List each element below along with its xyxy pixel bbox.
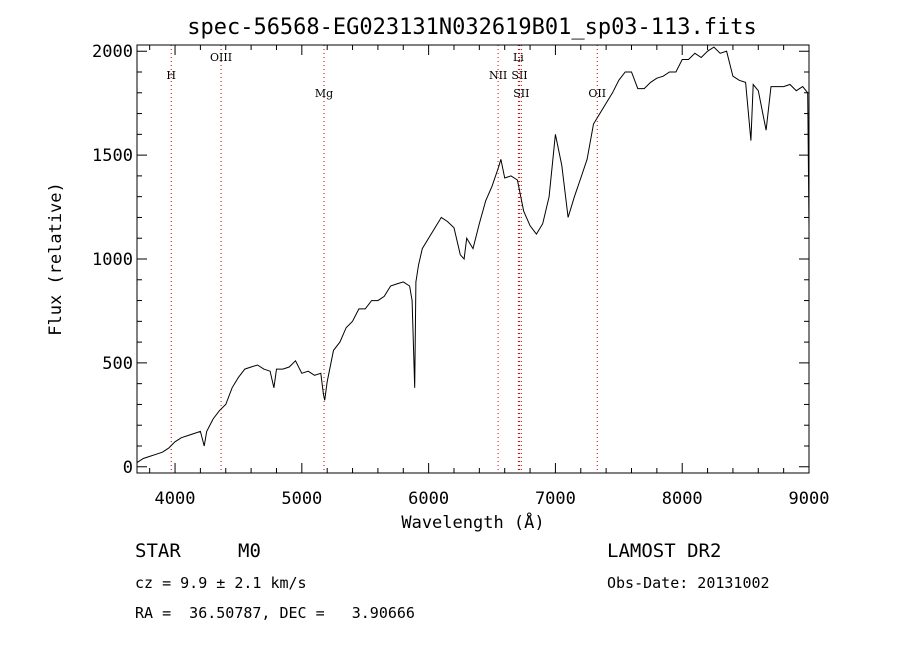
object-class: STAR	[135, 540, 181, 562]
x-axis-ticks: 4000 5000 6000 7000 8000 9000	[149, 45, 830, 509]
y-tick-label: 0	[123, 458, 133, 478]
line-marker-label: OIII	[210, 51, 232, 64]
obs-date-label: Obs-Date: 20131002	[607, 574, 770, 592]
x-tick-label: 9000	[789, 489, 830, 509]
x-tick-label: 7000	[535, 489, 576, 509]
line-marker-label: H	[166, 69, 176, 82]
line-marker-label: Mg	[315, 87, 333, 100]
y-tick-label: 1500	[92, 146, 133, 166]
survey-label: LAMOST DR2	[607, 540, 722, 562]
x-tick-label: 5000	[281, 489, 322, 509]
redshift-label: cz = 9.9 ± 2.1 km/s	[135, 574, 307, 592]
object-subclass: M0	[238, 540, 261, 562]
y-axis-ticks: 0 500 1000 1500 2000	[92, 42, 809, 478]
y-tick-label: 1000	[92, 250, 133, 270]
x-tick-label: 6000	[408, 489, 449, 509]
x-tick-label: 4000	[155, 489, 196, 509]
line-marker-label: Li	[513, 51, 524, 64]
spectrum-line	[136, 46, 810, 464]
y-axis-label: Flux (relative)	[46, 182, 66, 336]
x-axis-label: Wavelength (Å)	[401, 511, 544, 533]
y-tick-label: 2000	[92, 42, 133, 62]
plot-frame	[136, 44, 810, 474]
y-tick-label: 500	[102, 354, 133, 374]
line-marker-label: OII	[588, 87, 606, 100]
line-marker-label: SII	[511, 69, 527, 82]
x-tick-label: 8000	[662, 489, 703, 509]
line-marker-label: SII	[513, 87, 529, 100]
emission-line-markers: H OIII Mg NII Li SII SII OII	[166, 45, 606, 473]
coordinates-label: RA = 36.50787, DEC = 3.90666	[135, 604, 415, 622]
chart-title: spec-56568-EG023131N032619B01_sp03-113.f…	[187, 15, 757, 40]
line-marker-label: NII	[489, 69, 507, 82]
